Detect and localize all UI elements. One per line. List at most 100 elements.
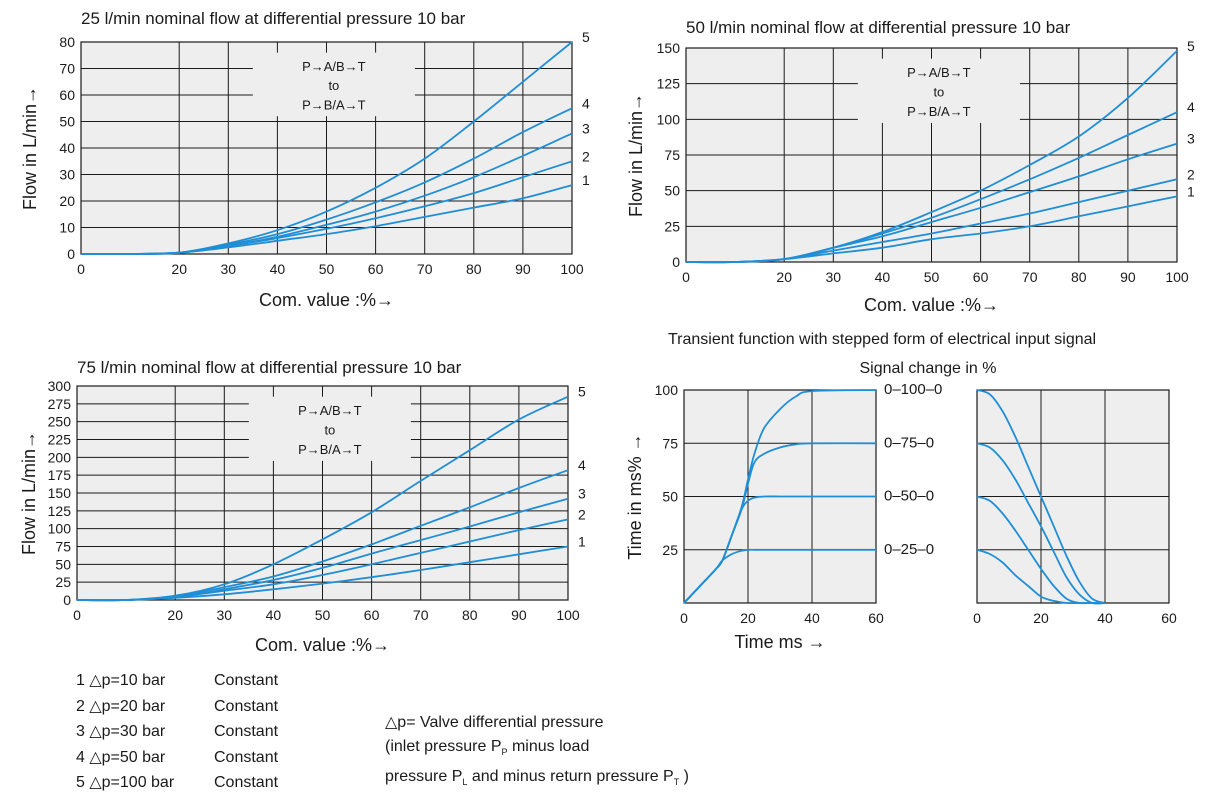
series-line: [683, 548, 876, 604]
x-tick-label: 70: [417, 261, 433, 277]
legend-label: 5 △p=100 bar: [76, 774, 175, 791]
series-label: 3: [578, 486, 586, 502]
x-tick-label: 0: [682, 269, 690, 285]
annotation-text: P→B/A→T: [302, 97, 366, 112]
y-tick-label: 150: [48, 485, 72, 501]
x-tick-label: 60: [1161, 610, 1177, 626]
x-tick-label: 100: [560, 261, 584, 277]
x-tick-label: 40: [1097, 610, 1113, 626]
y-tick-label: 125: [48, 503, 72, 519]
chart-step_down: 0 20 40 60: [973, 389, 1177, 626]
legend-state: Constant: [214, 748, 279, 766]
x-tick-label: 90: [515, 261, 531, 277]
series-line: [976, 389, 1106, 604]
x-tick-label: 0: [73, 607, 81, 623]
x-tick-label: 20: [171, 261, 187, 277]
note-line-2: (inlet pressure PP minus load: [385, 738, 589, 757]
pressure-legend: 1 △p=10 bar Constant 2 △p=20 bar Constant …: [76, 668, 278, 796]
series-label: 1: [578, 534, 586, 550]
series-label: 4: [582, 95, 590, 111]
y-tick-label: 275: [48, 396, 72, 412]
y-tick-label: 25: [664, 218, 680, 234]
chart-c25: P→A/B→T to P→B/A→T 0 20 30 40 50 60 70 80 90 100 0 10 2…: [20, 9, 590, 310]
x-tick-label: 80: [466, 261, 482, 277]
x-axis-label: Time ms →: [734, 632, 825, 652]
annotation-text: to: [328, 78, 339, 93]
x-tick-label: 20: [167, 607, 183, 623]
series-label: 2: [1187, 166, 1195, 182]
x-tick-label: 60: [368, 261, 384, 277]
series-label: 2: [578, 506, 586, 522]
chart-subtitle: Signal change in %: [860, 360, 997, 377]
x-tick-label: 40: [270, 261, 286, 277]
series-label: 0–75–0: [884, 434, 934, 451]
y-tick-label: 200: [48, 449, 72, 465]
annotation-text: P→B/A→T: [907, 104, 971, 119]
legend-state: Constant: [214, 697, 279, 715]
x-tick-label: 90: [1120, 269, 1136, 285]
annotation-text: P→B/A→T: [298, 442, 362, 457]
note-text: ): [679, 768, 689, 785]
y-tick-label: 75: [664, 147, 680, 163]
series-label: 3: [1187, 131, 1195, 147]
series-label: 0–50–0: [884, 488, 934, 505]
y-tick-label: 50: [59, 114, 75, 130]
x-tick-label: 100: [1165, 269, 1189, 285]
series-line: [976, 548, 1105, 605]
x-tick-label: 70: [1022, 269, 1038, 285]
y-tick-label: 80: [59, 34, 75, 50]
x-tick-label: 40: [804, 610, 820, 626]
y-tick-label: 175: [48, 467, 72, 483]
annotation-text: to: [933, 85, 944, 100]
note-text: pressure P: [385, 768, 463, 785]
annotation-box: [248, 396, 411, 461]
annotation-text: P→A/B→T: [298, 403, 362, 418]
note-text: and minus return pressure P: [467, 768, 674, 785]
note-text: minus load: [507, 738, 590, 755]
x-tick-label: 30: [217, 607, 233, 623]
x-tick-label: 100: [556, 607, 580, 623]
x-tick-label: 30: [826, 269, 842, 285]
x-tick-label: 20: [1033, 610, 1049, 626]
y-axis-label: Time in ms% →: [625, 433, 645, 559]
series-label: 5: [582, 29, 590, 45]
annotation-text: to: [324, 423, 335, 438]
x-tick-label: 50: [319, 261, 335, 277]
y-tick-label: 25: [55, 574, 71, 590]
y-tick-label: 70: [59, 61, 75, 77]
y-tick-label: 100: [657, 111, 681, 127]
x-tick-label: 0: [973, 610, 981, 626]
y-tick-label: 30: [59, 167, 75, 183]
chart-title: 75 l/min nominal flow at differential pr…: [77, 358, 462, 377]
chart-title: 50 l/min nominal flow at differential pr…: [686, 18, 1071, 37]
series-label: 2: [582, 148, 590, 164]
legend-label: 2 △p=20 bar: [76, 697, 166, 715]
y-axis-label: Flow in L/min→: [626, 93, 646, 217]
x-axis-label: Com. value :%→: [864, 295, 999, 315]
annotation-text: P→A/B→T: [907, 65, 971, 80]
y-tick-label: 75: [55, 539, 71, 555]
legend-row: 5 △p=100 bar Constant: [76, 770, 278, 796]
annotation-box: [857, 58, 1020, 123]
note-text: △p= Valve differential pressure: [385, 714, 604, 731]
x-tick-label: 40: [266, 607, 282, 623]
y-tick-label: 20: [59, 193, 75, 209]
legend-state: Constant: [214, 672, 279, 689]
x-tick-label: 20: [740, 610, 756, 626]
y-tick-label: 250: [48, 414, 72, 430]
series-line: [685, 50, 1178, 264]
x-tick-label: 0: [77, 261, 85, 277]
note-line-1: △p= Valve differential pressure: [385, 712, 604, 732]
legend-row: 1 △p=10 bar Constant: [76, 668, 278, 694]
x-tick-label: 0: [680, 610, 688, 626]
y-axis-label: Flow in L/min→: [20, 86, 40, 210]
annotation-text: P→A/B→T: [302, 59, 366, 74]
y-tick-label: 10: [59, 220, 75, 236]
y-tick-label: 0: [67, 246, 75, 262]
chart-title: Transient function with stepped form of …: [668, 331, 1096, 348]
y-axis-label: Flow in L/min→: [19, 431, 39, 555]
x-tick-label: 50: [924, 269, 940, 285]
x-tick-label: 30: [221, 261, 237, 277]
x-tick-label: 60: [868, 610, 884, 626]
